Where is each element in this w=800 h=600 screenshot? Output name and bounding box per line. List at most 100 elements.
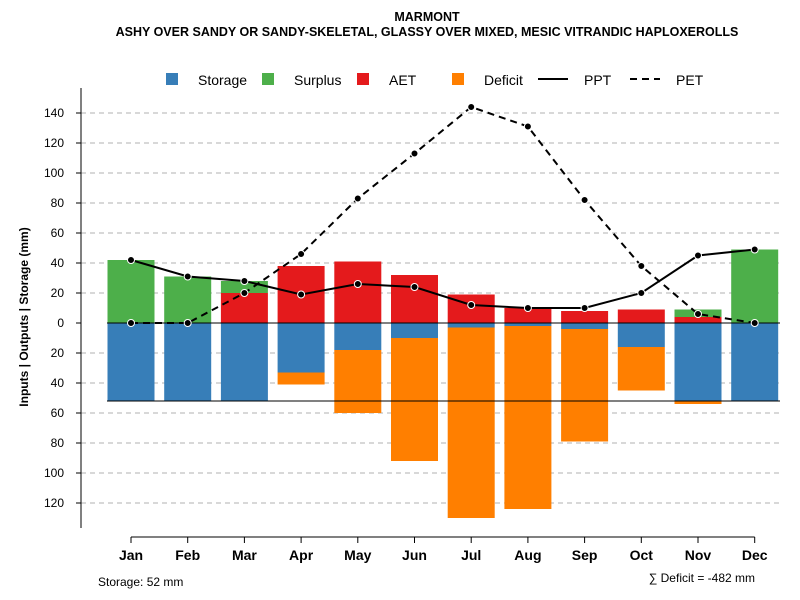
x-tick-label: Jan bbox=[119, 547, 143, 563]
pet-point bbox=[694, 310, 702, 318]
ppt-point bbox=[580, 304, 589, 312]
ppt-point bbox=[127, 256, 135, 264]
y-tick-label: 80 bbox=[51, 436, 65, 450]
deficit-bar bbox=[617, 347, 665, 391]
pet-point bbox=[467, 103, 476, 111]
ppt-point bbox=[750, 245, 759, 254]
x-tick-label: Jul bbox=[461, 547, 481, 563]
legend-label-pet: PET bbox=[676, 72, 704, 88]
x-tick-label: Feb bbox=[175, 547, 200, 563]
pet-point bbox=[580, 196, 589, 204]
legend: Storage Surplus AET Deficit PPT PET bbox=[166, 72, 704, 88]
ppt-point bbox=[637, 289, 646, 297]
x-tick-label: Aug bbox=[514, 547, 541, 563]
x-tick-label: Nov bbox=[685, 547, 712, 563]
x-tick-label: Jun bbox=[402, 547, 427, 563]
storage-bar bbox=[674, 323, 722, 401]
ppt-line bbox=[130, 248, 755, 309]
aet-bar bbox=[334, 261, 382, 323]
ppt-point bbox=[694, 251, 702, 260]
y-tick-label: 120 bbox=[44, 496, 64, 510]
legend-label-surplus: Surplus bbox=[294, 72, 341, 88]
pet-point bbox=[750, 319, 759, 327]
x-tick-label: Dec bbox=[742, 547, 768, 563]
x-tick-label: Oct bbox=[630, 547, 654, 563]
legend-swatch-deficit bbox=[452, 73, 464, 85]
ppt-point bbox=[297, 290, 306, 299]
ppt-point bbox=[523, 304, 532, 312]
chart-subtitle: ASHY OVER SANDY OR SANDY-SKELETAL, GLASS… bbox=[116, 25, 739, 39]
aet-bar bbox=[504, 308, 552, 323]
x-tick-label: May bbox=[344, 547, 371, 563]
legend-label-storage: Storage bbox=[198, 72, 247, 88]
x-tick-label: Apr bbox=[289, 547, 314, 563]
storage-footer: Storage: 52 mm bbox=[98, 575, 183, 589]
deficit-bar bbox=[674, 401, 722, 404]
legend-swatch-surplus bbox=[262, 73, 274, 85]
y-tick-label: 100 bbox=[44, 166, 64, 180]
ppt-point bbox=[467, 301, 476, 309]
ppt-point bbox=[240, 277, 249, 285]
storage-bar bbox=[277, 323, 325, 373]
x-tick-label: Sep bbox=[572, 547, 598, 563]
legend-label-deficit: Deficit bbox=[484, 72, 523, 88]
aet-bar bbox=[220, 293, 268, 323]
storage-bar bbox=[447, 323, 495, 328]
pet-point bbox=[297, 250, 306, 258]
y-tick-label: 60 bbox=[51, 406, 65, 420]
pet-point bbox=[127, 319, 135, 327]
y-tick-label: 80 bbox=[51, 196, 65, 210]
legend-label-aet: AET bbox=[389, 72, 417, 88]
legend-swatch-aet bbox=[357, 73, 369, 85]
storage-bar bbox=[220, 323, 268, 401]
deficit-bar bbox=[447, 327, 495, 518]
axes: 0 20 40 60 80 100 120 140 20 40 60 80 100 120 Jan Feb Ma… bbox=[44, 88, 768, 563]
deficit-footer: ∑ Deficit = -482 mm bbox=[649, 571, 755, 585]
y-tick-label: 0 bbox=[57, 316, 64, 330]
storage-bar bbox=[334, 323, 382, 350]
aet-bar bbox=[617, 309, 665, 323]
legend-label-ppt: PPT bbox=[584, 72, 612, 88]
surplus-bar bbox=[164, 276, 212, 323]
y-tick-label: 100 bbox=[44, 466, 64, 480]
deficit-bar bbox=[391, 338, 438, 461]
pet-point bbox=[523, 122, 532, 131]
storage-bar bbox=[617, 323, 665, 347]
legend-swatch-storage bbox=[166, 73, 178, 85]
deficit-bar bbox=[561, 329, 609, 442]
pet-point bbox=[240, 289, 249, 297]
y-tick-label: 20 bbox=[51, 346, 65, 360]
y-tick-label: 120 bbox=[44, 136, 64, 150]
chart-title: MARMONT bbox=[394, 10, 460, 24]
aet-bar bbox=[561, 311, 609, 323]
storage-bar bbox=[164, 323, 212, 401]
deficit-bar bbox=[277, 372, 325, 385]
storage-bar bbox=[391, 323, 438, 338]
ppt-point bbox=[353, 280, 362, 288]
y-axis-label: Inputs | Outputs | Storage (mm) bbox=[17, 227, 31, 406]
pet-line bbox=[131, 105, 755, 324]
storage-bar bbox=[504, 323, 552, 326]
pet-point bbox=[637, 262, 646, 270]
pet-point bbox=[410, 149, 419, 158]
aet-bar bbox=[674, 317, 722, 323]
pet-point bbox=[183, 319, 192, 327]
bars bbox=[107, 249, 780, 518]
y-tick-label: 20 bbox=[51, 286, 65, 300]
ppt-point bbox=[183, 272, 192, 281]
y-tick-label: 40 bbox=[51, 256, 65, 270]
storage-bar bbox=[107, 323, 155, 401]
storage-bar bbox=[731, 323, 779, 401]
deficit-bar bbox=[504, 326, 552, 509]
y-tick-label: 140 bbox=[44, 106, 64, 120]
ppt-point bbox=[410, 283, 419, 291]
y-tick-label: 60 bbox=[51, 226, 65, 240]
aet-bar bbox=[391, 275, 438, 323]
surplus-bar bbox=[731, 249, 779, 323]
y-tick-label: 40 bbox=[51, 376, 65, 390]
pet-point bbox=[353, 194, 362, 203]
x-tick-label: Mar bbox=[232, 547, 257, 563]
storage-bar bbox=[561, 323, 609, 329]
deficit-bar bbox=[334, 350, 382, 413]
